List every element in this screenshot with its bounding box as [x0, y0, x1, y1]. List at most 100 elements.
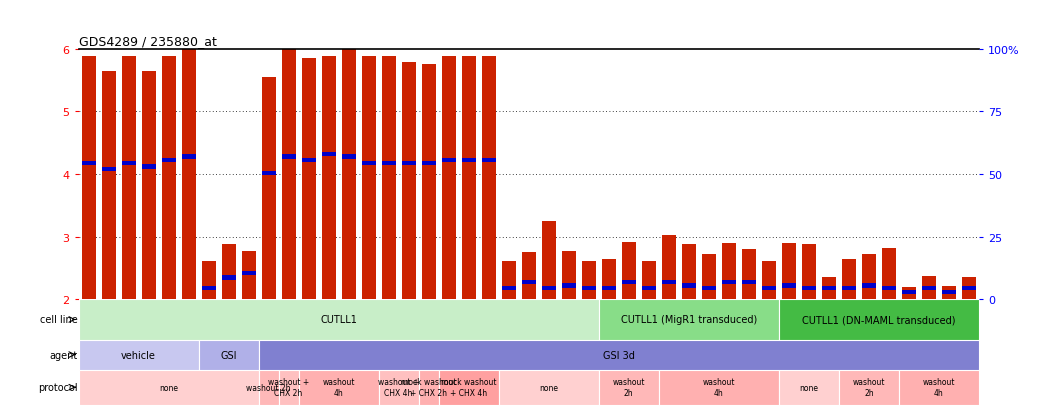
Bar	[482, 57, 495, 300]
Bar	[541, 286, 556, 291]
Text: CUTLL1 (MigR1 transduced): CUTLL1 (MigR1 transduced)	[621, 315, 757, 325]
Bar	[379, 370, 419, 405]
Bar	[942, 290, 956, 294]
Text: CUTLL1 (DN-MAML transduced): CUTLL1 (DN-MAML transduced)	[802, 315, 956, 325]
Bar	[942, 286, 956, 300]
Text: washout 2h: washout 2h	[246, 383, 291, 392]
Bar	[742, 250, 756, 300]
Bar	[442, 57, 455, 300]
Bar	[161, 57, 176, 300]
Bar	[382, 161, 396, 166]
Text: none: none	[159, 383, 178, 392]
Bar	[121, 161, 135, 166]
Text: washout
4h: washout 4h	[322, 377, 355, 397]
Text: CUTLL1: CUTLL1	[320, 315, 357, 325]
Bar	[242, 251, 255, 300]
Bar	[642, 261, 655, 300]
Bar	[922, 286, 936, 291]
Bar	[422, 161, 436, 166]
Bar	[839, 370, 899, 405]
Bar	[742, 280, 756, 285]
Bar	[202, 261, 216, 300]
Bar	[419, 370, 439, 405]
Text: none: none	[539, 383, 558, 392]
Bar	[822, 286, 836, 291]
Bar	[622, 242, 636, 300]
Bar	[439, 370, 498, 405]
Bar	[842, 286, 855, 291]
Bar	[181, 50, 196, 300]
Bar	[922, 276, 936, 300]
Bar	[341, 50, 356, 300]
Bar	[782, 243, 796, 300]
Bar	[102, 167, 115, 172]
Bar	[582, 286, 596, 291]
Bar	[262, 171, 275, 176]
Bar	[382, 57, 396, 300]
Bar	[402, 161, 416, 166]
Bar	[298, 370, 379, 405]
Text: washout
2h: washout 2h	[612, 377, 645, 397]
Bar	[279, 370, 298, 405]
Text: vehicle: vehicle	[121, 350, 156, 360]
Bar	[762, 261, 776, 300]
Text: GSI: GSI	[220, 350, 237, 360]
Bar	[361, 57, 376, 300]
Bar	[842, 259, 855, 300]
Text: cell line: cell line	[41, 315, 79, 325]
Bar	[79, 370, 259, 405]
Bar	[462, 57, 475, 300]
Text: washout
4h: washout 4h	[703, 377, 735, 397]
Bar	[161, 159, 176, 163]
Bar	[802, 286, 816, 291]
Bar	[721, 280, 736, 285]
Bar	[541, 221, 556, 300]
Bar	[141, 165, 156, 169]
Text: protocol: protocol	[39, 382, 79, 392]
Bar	[302, 59, 315, 300]
Bar	[82, 57, 95, 300]
Bar	[882, 286, 896, 291]
Bar	[662, 280, 675, 285]
Bar	[701, 286, 716, 291]
Bar	[259, 370, 279, 405]
Bar	[482, 159, 495, 163]
Bar	[862, 284, 876, 288]
Bar	[782, 284, 796, 288]
Bar	[599, 370, 659, 405]
Bar	[262, 78, 275, 300]
Bar	[442, 159, 455, 163]
Bar	[498, 370, 599, 405]
Bar	[701, 255, 716, 300]
Bar	[321, 57, 336, 300]
Bar	[202, 286, 216, 291]
Bar	[901, 290, 916, 294]
Bar	[822, 278, 836, 300]
Text: GDS4289 / 235880_at: GDS4289 / 235880_at	[79, 35, 217, 47]
Bar	[721, 243, 736, 300]
Bar	[222, 275, 236, 280]
Bar	[562, 251, 576, 300]
Bar	[779, 300, 979, 340]
Bar	[562, 284, 576, 288]
Text: washout +
CHX 4h: washout + CHX 4h	[378, 377, 419, 397]
Bar	[779, 370, 839, 405]
Bar	[502, 261, 516, 300]
Bar	[102, 71, 115, 300]
Bar	[259, 340, 979, 370]
Bar	[141, 71, 156, 300]
Bar	[282, 50, 295, 300]
Bar	[602, 259, 616, 300]
Bar	[582, 261, 596, 300]
Bar	[462, 159, 475, 163]
Text: mock washout
+ CHX 2h: mock washout + CHX 2h	[401, 377, 456, 397]
Bar	[402, 63, 416, 300]
Bar	[599, 300, 779, 340]
Bar	[622, 280, 636, 285]
Bar	[242, 271, 255, 275]
Bar	[79, 300, 599, 340]
Bar	[642, 286, 655, 291]
Bar	[222, 244, 236, 300]
Bar	[282, 155, 295, 159]
Bar	[882, 248, 896, 300]
